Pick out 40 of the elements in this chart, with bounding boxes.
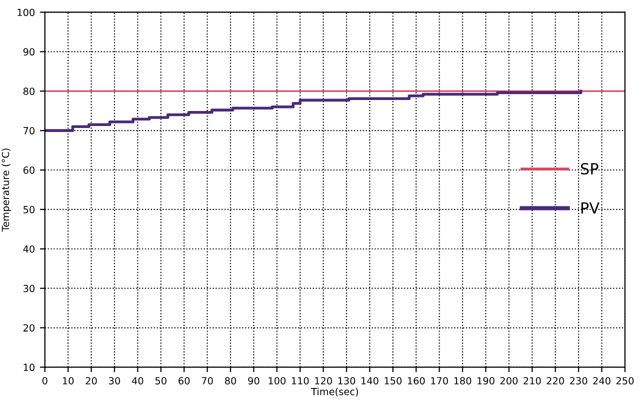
x-tick-label: 230	[570, 377, 588, 384]
x-tick-label: 0	[42, 377, 48, 384]
x-tick-label: 80	[224, 377, 236, 384]
y-tick-label: 10	[24, 364, 34, 372]
x-tick-label: 130	[338, 377, 356, 384]
legend-label: PV	[581, 202, 600, 214]
y-tick-label: 60	[23, 166, 34, 174]
y-axis-title: Temperature (°C)	[2, 148, 12, 232]
x-axis-title: Time(sec)	[311, 388, 358, 396]
x-tick-label: 250	[616, 377, 634, 384]
x-tick-label: 90	[248, 377, 260, 384]
legend-label: SP	[580, 162, 598, 175]
y-tick-label: 90	[23, 48, 34, 56]
y-tick-label: 80	[23, 88, 34, 95]
y-tick-label: 50	[24, 206, 34, 214]
x-tick-label: 50	[155, 377, 166, 384]
x-tick-label: 30	[109, 377, 120, 384]
x-tick-label: 240	[593, 377, 610, 384]
y-tick-label: 100	[18, 8, 34, 16]
x-tick-label: 20	[86, 377, 97, 384]
y-tick-label: 40	[23, 245, 34, 253]
x-tick-label: 140	[362, 377, 378, 384]
y-tick-label: 70	[24, 127, 34, 134]
x-tick-label: 200	[500, 377, 518, 384]
x-tick-label: 190	[478, 377, 494, 384]
x-tick-label: 110	[292, 377, 309, 384]
x-tick-label: 120	[315, 377, 332, 384]
x-tick-label: 150	[384, 377, 402, 384]
x-tick-label: 10	[62, 377, 74, 384]
y-tick-label: 20	[23, 324, 34, 332]
x-tick-label: 40	[132, 377, 144, 384]
x-tick-label: 180	[454, 377, 472, 384]
x-tick-label: 220	[546, 377, 564, 384]
y-tick-label: 30	[24, 284, 34, 292]
x-tick-label: 210	[524, 377, 541, 384]
x-tick-label: 170	[431, 377, 448, 384]
x-tick-label: 70	[202, 377, 213, 384]
x-tick-label: 100	[268, 377, 286, 384]
x-tick-label: 60	[178, 377, 190, 384]
x-tick-label: 160	[408, 377, 425, 384]
